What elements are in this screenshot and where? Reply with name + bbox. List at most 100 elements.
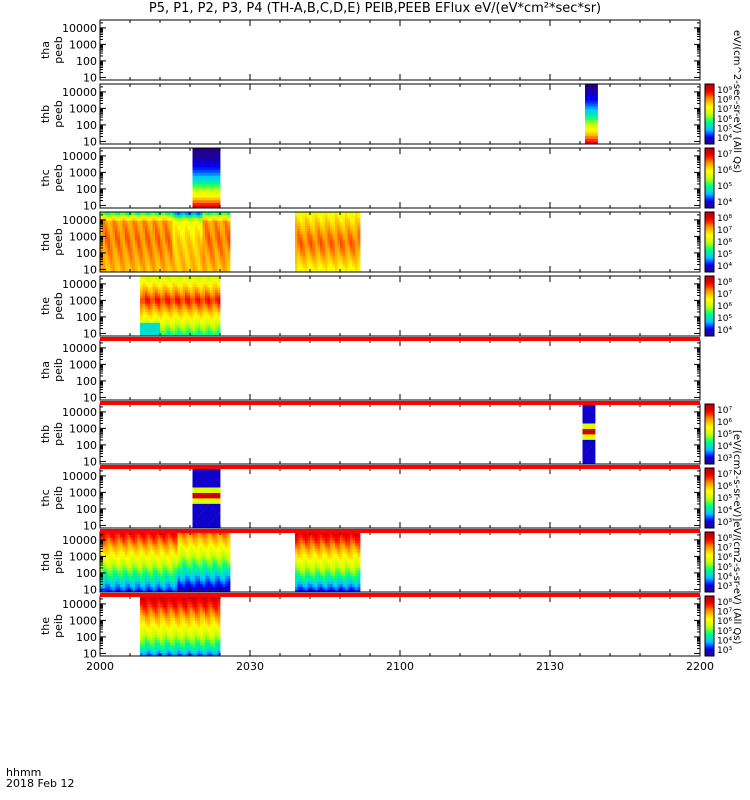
spectrogram-cell [305,231,308,235]
spectrogram-cell [222,250,226,254]
spectrogram-cell [315,252,318,257]
spectrogram-cell [105,537,108,541]
spectrogram-cell [185,289,188,293]
spectrogram-cell [150,295,153,299]
spectrogram-cell [590,94,593,99]
spectrogram-cell [135,548,138,552]
spectrogram-cell [172,306,176,310]
spectrogram-cell [130,553,133,557]
colorbar-frame [704,147,715,209]
spectrogram-cell [180,295,183,299]
spectrogram-cell [145,281,148,285]
spectrogram-cell [172,269,176,273]
spectrogram-cell [217,286,221,291]
spectrogram-cell [170,316,173,321]
spectrogram-cell [105,258,108,262]
spectrogram-cell [177,292,181,296]
spectrogram-cell [162,314,166,318]
spectrogram-cell [202,244,206,248]
spectrogram-cell [150,233,153,237]
spectrogram-cell [115,222,118,227]
spectrogram-cell [170,583,173,587]
spectrogram-cell [342,269,346,273]
spectrogram-cell [107,214,111,218]
spectrogram-cell [185,327,188,331]
spectrogram-cell [100,553,103,557]
spectrogram-cell [150,278,153,282]
spectrogram-cell [127,236,131,240]
spectrogram-cell [127,233,131,237]
spectrogram-cell [117,214,121,218]
spectrogram-cell [100,583,103,587]
spectrogram-cell [150,276,153,280]
spectrogram-cell [147,258,151,262]
spectrogram-cell [120,562,123,566]
spectrogram-cell [212,306,216,310]
spectrogram-cell [197,300,201,304]
spectrogram-cell [107,222,111,227]
spectrogram-cell [192,217,196,221]
spectrogram-cell [175,545,178,549]
spectrogram-cell [587,428,591,432]
spectrogram-cell [315,239,318,243]
spectrogram-cell [200,220,203,224]
spectrogram-cell [217,164,221,168]
spectrogram-cell [182,581,186,585]
spectrogram-cell [307,233,311,237]
spectrogram-cell [195,199,198,203]
spectrogram-cell [202,167,206,171]
spectrogram-cell [327,236,331,240]
spectrogram-cell [172,562,176,566]
spectrogram-cell [312,252,316,257]
spectrogram-cell [130,570,133,574]
colorbar-tick-label: 10⁷ [717,105,732,115]
spectrogram-cell [185,314,188,318]
spectrogram-cell [217,327,221,331]
spectrogram-cell [345,244,348,248]
spectrogram-cell [217,306,221,310]
spectrogram-cell [167,278,171,282]
spectrogram-cell [215,308,218,312]
spectrogram-cell [172,220,176,224]
spectrogram-cell [222,236,226,240]
spectrogram-cell [182,228,186,232]
spectrogram-cell [107,225,111,229]
spectrogram-cell [102,233,106,237]
spectrogram-cell [145,564,148,568]
spectrogram-cell [585,412,588,416]
spectrogram-cell [177,281,181,285]
spectrogram-cell [150,575,153,579]
spectrogram-cell [215,470,218,474]
colorbar-swatch [705,306,714,309]
spectrogram-cell [182,212,186,216]
spectrogram-cell [200,164,203,168]
spectrogram-cell [185,212,188,216]
spectrogram-cell [157,534,161,538]
spectrogram-cell [155,551,158,555]
spectrogram-cell [140,258,143,262]
spectrogram-cell [195,522,198,526]
spectrogram-cell [117,545,121,549]
spectrogram-cell [105,242,108,246]
spectrogram-cell [125,542,128,547]
spectrogram-cell [215,281,218,285]
spectrogram-cell [112,532,116,536]
spectrogram-cell [322,220,326,224]
spectrogram-cell [190,261,193,265]
spectrogram-cell [160,553,163,557]
colorbar-tick-label: 10⁵ [717,494,732,504]
spectrogram-cell [187,242,191,246]
spectrogram-cell [177,537,181,541]
spectrogram-cell [210,470,213,474]
spectrogram-cell [212,314,216,318]
spectrogram-cell [145,534,148,538]
spectrogram-cell [150,311,153,315]
spectrogram-cell [157,559,161,563]
spectrogram-cell [197,511,201,515]
spectrogram-cell [202,220,206,224]
colorbar-swatch [705,244,714,247]
spectrogram-cell [150,303,153,307]
spectrogram-cell [180,583,183,587]
spectrogram-cell [205,511,208,515]
